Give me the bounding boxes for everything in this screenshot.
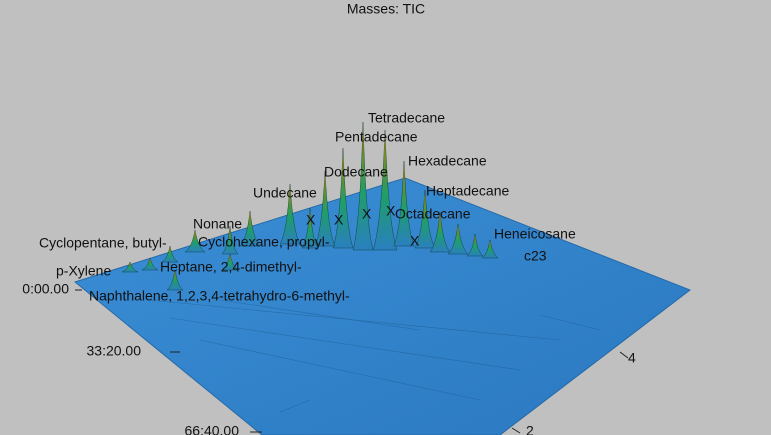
axis-ticks	[75, 289, 629, 434]
peak	[184, 229, 206, 253]
peak	[301, 207, 319, 249]
peak	[279, 183, 301, 245]
peak-label: Undecane	[253, 185, 317, 201]
time-tick-label: 66:40.00	[185, 423, 240, 435]
second-tick-label: 4	[628, 350, 636, 366]
peak-label: Cyclohexane, propyl-	[198, 234, 330, 250]
peak-label: p-Xylene	[56, 263, 111, 279]
peak-marker: X	[334, 212, 344, 228]
peak	[221, 253, 239, 271]
peak	[372, 129, 398, 251]
peak-label: Heptane, 2,4-dimethyl-	[160, 259, 302, 275]
peak	[239, 210, 261, 247]
peak	[414, 189, 436, 249]
peak-label: c23	[524, 248, 547, 264]
peak-label: Heptadecane	[426, 183, 510, 199]
peak-label: Dodecane	[324, 164, 388, 180]
peak-marker: X	[306, 212, 316, 228]
peak	[166, 269, 184, 291]
peak	[314, 170, 336, 247]
peak-label: Cyclopentane, butyl-	[39, 235, 167, 251]
time-tick-label: 33:20.00	[87, 343, 142, 359]
peak	[332, 147, 354, 249]
title: Masses: TIC	[347, 1, 425, 17]
peak-marker: X	[410, 233, 420, 249]
peak	[481, 239, 499, 259]
peak	[221, 225, 239, 255]
time-tick-label: 0:00.00	[22, 281, 69, 297]
peak	[447, 223, 469, 255]
peak	[466, 233, 484, 257]
peak-label: Nonane	[193, 216, 242, 232]
peak	[141, 257, 159, 271]
peak-label: Naphthalene, 1,2,3,4-tetrahydro-6-methyl…	[89, 288, 350, 304]
peak	[393, 160, 415, 247]
second-tick-label: 2	[526, 423, 534, 435]
surface-texture	[149, 299, 601, 413]
peak-label: Heneicosane	[494, 226, 576, 242]
peak-label: Hexadecane	[408, 153, 487, 169]
peak-label: Octadecane	[395, 206, 471, 222]
peak	[161, 245, 179, 263]
peak-marker: X	[362, 206, 372, 222]
peak-label: Pentadecane	[335, 129, 418, 145]
peak-label: Tetradecane	[368, 110, 445, 126]
peaks	[121, 121, 499, 291]
peak-marker: X	[386, 203, 396, 219]
peak	[429, 211, 451, 253]
peak	[352, 121, 374, 251]
peak	[121, 261, 139, 273]
